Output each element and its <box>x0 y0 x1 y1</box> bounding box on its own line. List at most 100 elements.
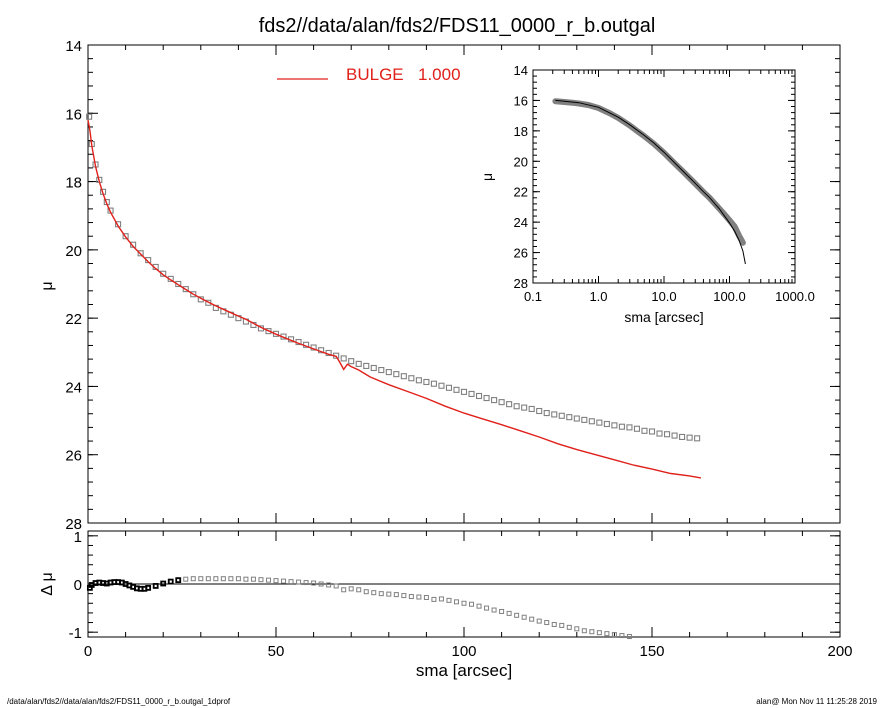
inset-x-tick-label: 1.0 <box>589 289 607 304</box>
main-data-point <box>400 373 407 380</box>
main-data-point <box>363 362 370 369</box>
residual-data-point <box>152 583 159 589</box>
main-y-tick-label: 26 <box>65 448 82 465</box>
residual-data-point <box>378 591 384 597</box>
main-data-point <box>453 386 460 393</box>
main-data-point <box>370 364 377 372</box>
residual-data-point <box>423 594 429 600</box>
main-y-tick-label: 28 <box>65 516 82 533</box>
residual-data-point <box>175 577 182 584</box>
inset-y-tick-label: 20 <box>514 154 528 169</box>
residual-data-point <box>303 580 309 586</box>
residual-data-point <box>453 599 459 605</box>
residual-data-point <box>604 631 610 637</box>
residual-data-point <box>311 580 317 586</box>
main-data-point <box>415 377 422 384</box>
residual-data-point <box>326 582 332 588</box>
residual-data-point <box>371 590 377 596</box>
residual-data-point <box>416 594 422 600</box>
residual-data-point <box>484 605 490 611</box>
main-data-point <box>528 405 535 413</box>
residual-x-tick-label: 0 <box>84 643 92 660</box>
main-data-point <box>445 384 453 391</box>
residual-data-point <box>281 578 287 584</box>
residual-data-point <box>363 589 369 595</box>
main-axis-ticks <box>87 44 841 524</box>
residual-data-point <box>401 593 407 599</box>
main-data-point <box>190 291 197 298</box>
main-data-point <box>566 414 573 421</box>
residual-data-point <box>220 576 226 582</box>
residual-data-point <box>574 626 580 632</box>
residual-data-point <box>596 630 602 636</box>
inset-x-tick-label: 0.1 <box>524 289 542 304</box>
main-data-point <box>483 394 490 402</box>
inset-x-tick-label: 100.0 <box>713 289 746 304</box>
residual-data-point <box>491 607 497 613</box>
residual-data-point <box>611 632 617 638</box>
residual-data-point <box>386 591 392 597</box>
main-plot: 14 16 18 20 22 24 26 28 μ BULGE 1.000 <box>39 38 841 533</box>
residual-data-point <box>341 587 347 593</box>
main-data-point <box>460 388 468 395</box>
main-data-point <box>596 419 603 426</box>
main-data-point <box>430 380 437 387</box>
residual-data-point <box>205 576 211 582</box>
chart-title: fds2//data/alan/fds2/FDS11_0000_r_b.outg… <box>259 15 656 37</box>
residual-x-tick-label: 50 <box>268 643 285 660</box>
residual-data-point <box>296 579 302 585</box>
residual-x-axis-label: sma [arcsec] <box>416 661 512 680</box>
main-data-point <box>521 404 528 411</box>
main-data-point <box>393 371 400 378</box>
residual-data-point <box>551 621 557 627</box>
main-data-point <box>648 428 656 435</box>
residual-data-point <box>145 584 152 591</box>
main-data-point <box>182 286 189 293</box>
main-data-point <box>656 430 663 437</box>
residual-data-point <box>431 596 437 602</box>
main-data-point <box>558 412 565 419</box>
inset-y-axis-label: μ <box>479 173 495 181</box>
main-data-point <box>160 270 167 277</box>
residual-data-point <box>333 583 339 589</box>
main-data-point <box>633 425 641 432</box>
residual-data-point <box>476 603 482 609</box>
residual-data-point <box>198 576 204 582</box>
inset-axis-ticks <box>532 69 796 284</box>
inset-y-tick-label: 18 <box>514 124 528 139</box>
residual-axis-ticks <box>87 531 841 637</box>
residual-plot: 10-10 50 100 150 200 Δ μ sma [arcsec] <box>39 529 853 680</box>
residual-data-point <box>258 577 264 583</box>
residual-tick-labels: 10-10 50 100 150 200 <box>69 529 853 660</box>
residual-data-point <box>243 576 249 582</box>
residual-data-point <box>626 634 632 640</box>
main-data-point <box>588 418 595 425</box>
main-data-point <box>663 431 671 438</box>
residual-data-point <box>408 594 414 600</box>
inset-x-axis-label: sma [arcsec] <box>624 309 703 325</box>
main-data-point <box>475 392 483 400</box>
main-data-point <box>671 432 678 439</box>
main-y-tick-label: 16 <box>65 106 82 123</box>
residual-x-tick-label: 100 <box>451 643 476 660</box>
main-data-point <box>122 233 129 240</box>
main-data-point <box>611 422 618 429</box>
main-data-point <box>385 369 392 376</box>
main-data-point <box>506 401 513 408</box>
main-y-tick-label: 22 <box>65 311 82 328</box>
residual-data-point <box>288 579 294 585</box>
main-data-point <box>498 399 505 406</box>
residual-data-point <box>228 576 234 582</box>
residual-y-tick-label: 1 <box>74 529 82 546</box>
residual-data-point <box>581 628 587 634</box>
main-data-point <box>86 113 93 120</box>
main-data-point <box>513 403 520 410</box>
bulge-model-line <box>87 119 702 479</box>
residual-data-point <box>348 586 354 592</box>
main-y-tick-label: 18 <box>65 175 82 192</box>
main-data-point <box>686 434 693 441</box>
residual-x-tick-label: 200 <box>827 643 852 660</box>
main-data-point <box>272 330 280 337</box>
legend-label: BULGE <box>346 65 404 84</box>
